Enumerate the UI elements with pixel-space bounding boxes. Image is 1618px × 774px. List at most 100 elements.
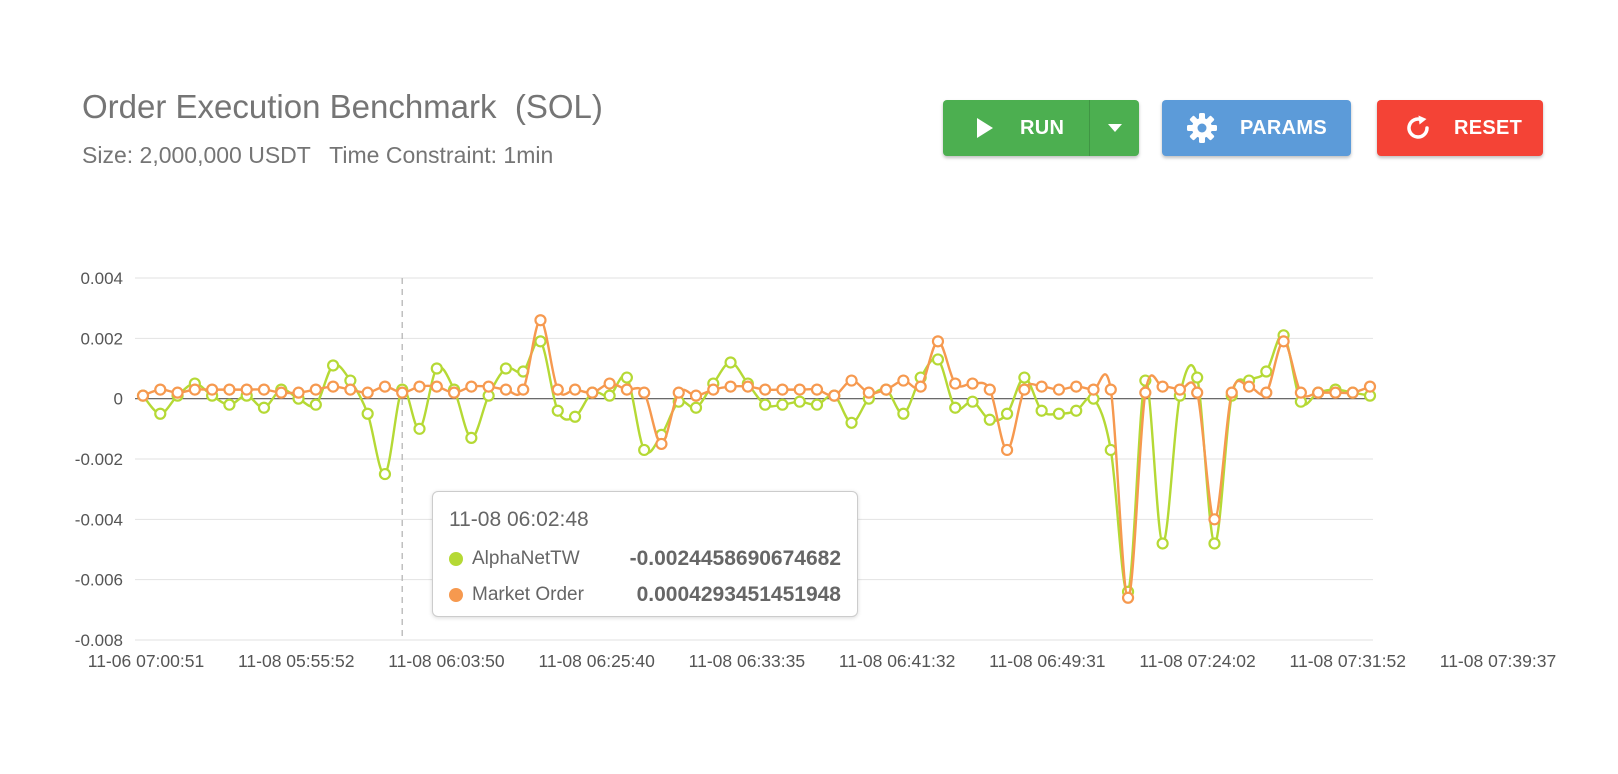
data-point-market-order: [845, 374, 858, 387]
data-point-alphanettw: [551, 404, 564, 417]
y-tick-label: -0.004: [75, 510, 123, 529]
data-point-market-order: [862, 386, 875, 399]
data-point-alphanettw: [1156, 537, 1169, 550]
data-point-alphanettw: [430, 362, 443, 375]
data-point-market-order: [949, 377, 962, 390]
data-point-market-order: [793, 383, 806, 396]
data-point-market-order: [724, 380, 737, 393]
data-point-alphanettw: [689, 401, 703, 414]
data-point-market-order: [136, 389, 150, 402]
data-point-market-order: [620, 383, 633, 396]
data-point-alphanettw: [983, 413, 996, 426]
params-button-label: PARAMS: [1240, 116, 1327, 139]
data-point-market-order: [551, 383, 564, 396]
tooltip-time: 11-08 06:02:48: [449, 508, 589, 531]
data-point-market-order: [447, 386, 461, 399]
page-subtitle: Size: 2,000,000 USDT Time Constraint: 1m…: [82, 142, 554, 168]
data-point-alphanettw: [1104, 443, 1117, 457]
data-point-alphanettw: [931, 353, 945, 366]
data-point-market-order: [586, 386, 599, 399]
data-point-market-order: [534, 314, 547, 327]
data-point-market-order: [465, 380, 478, 393]
data-point-alphanettw: [378, 467, 392, 481]
data-point-market-order: [1294, 386, 1307, 399]
x-tick-label: 11-08 06:03:50: [388, 651, 505, 671]
run-button-divider: [1089, 100, 1090, 156]
chart-tooltip: 11-08 06:02:48 AlphaNetTW -0.00244586906…: [432, 491, 858, 617]
data-point-alphanettw: [1260, 365, 1273, 378]
data-point-market-order: [1139, 386, 1152, 399]
data-point-market-order: [603, 377, 616, 390]
data-point-alphanettw: [620, 371, 633, 384]
data-point-alphanettw: [257, 401, 271, 414]
data-point-alphanettw: [309, 398, 322, 411]
x-tick-label: 11-06 07:00:51: [88, 651, 204, 671]
data-point-alphanettw: [413, 422, 426, 435]
data-point-market-order: [413, 380, 426, 393]
data-point-market-order: [361, 386, 374, 399]
data-point-alphanettw: [1035, 404, 1048, 417]
data-point-alphanettw: [776, 398, 789, 411]
y-tick-label: -0.008: [75, 631, 123, 650]
data-point-alphanettw: [638, 443, 651, 457]
data-point-alphanettw: [897, 407, 910, 420]
data-point-market-order: [1242, 380, 1256, 393]
data-point-alphanettw: [1018, 371, 1031, 384]
run-button-label: RUN: [1020, 116, 1065, 139]
y-tick-label: 0.002: [80, 329, 123, 348]
data-point-alphanettw: [949, 401, 962, 414]
data-point-market-order: [154, 383, 167, 396]
reset-button[interactable]: RESET: [1377, 100, 1543, 156]
data-point-market-order: [1277, 335, 1290, 348]
data-point-alphanettw: [1000, 407, 1014, 420]
data-point-market-order: [897, 374, 910, 387]
tooltip-series-name: Market Order: [472, 584, 584, 605]
data-point-market-order: [810, 383, 824, 396]
data-point-market-order: [1035, 380, 1048, 393]
x-tick-label: 11-08 06:49:31: [989, 651, 1105, 671]
data-point-market-order: [1052, 383, 1066, 396]
data-point-alphanettw: [793, 395, 806, 408]
params-button[interactable]: PARAMS: [1162, 100, 1351, 156]
x-tick-label: 11-08 06:33:35: [689, 651, 805, 671]
data-point-market-order: [931, 335, 945, 348]
x-tick-label: 11-08 07:39:37: [1440, 651, 1556, 671]
data-point-market-order: [223, 383, 236, 396]
data-point-alphanettw: [603, 389, 616, 402]
data-point-market-order: [378, 380, 392, 393]
data-point-market-order: [240, 383, 253, 396]
data-point-market-order: [1018, 383, 1031, 396]
data-point-market-order: [517, 383, 530, 396]
x-tick-label: 11-08 07:31:52: [1290, 651, 1406, 671]
data-point-market-order: [966, 377, 979, 390]
data-point-market-order: [275, 386, 288, 399]
data-point-alphanettw: [534, 335, 547, 348]
data-point-market-order: [1000, 443, 1014, 457]
data-point-market-order: [1260, 386, 1273, 399]
data-point-market-order: [759, 383, 772, 396]
data-point-market-order: [1312, 386, 1325, 399]
data-point-alphanettw: [724, 356, 737, 369]
data-point-alphanettw: [810, 398, 824, 411]
data-point-market-order: [188, 383, 201, 396]
data-point-alphanettw: [1052, 407, 1066, 420]
x-tick-label: 11-08 06:41:32: [839, 651, 955, 671]
data-point-market-order: [1363, 380, 1377, 393]
refresh-icon: [1404, 114, 1432, 142]
data-point-alphanettw: [326, 359, 340, 372]
data-point-market-order: [1329, 386, 1342, 399]
data-point-market-order: [776, 383, 789, 396]
data-point-market-order: [326, 380, 340, 393]
data-point-market-order: [1191, 386, 1204, 399]
data-point-market-order: [655, 437, 668, 451]
data-point-market-order: [309, 383, 322, 396]
run-button[interactable]: RUN: [943, 100, 1089, 156]
run-menu-button[interactable]: [1090, 100, 1139, 156]
data-point-alphanettw: [568, 410, 582, 423]
data-point-market-order: [206, 383, 219, 396]
tooltip-row-alphanettw: AlphaNetTW -0.0024458690674682: [449, 545, 841, 573]
x-tick-label: 11-08 06:25:40: [538, 651, 655, 671]
y-tick-label: 0: [114, 390, 123, 409]
data-point-alphanettw: [1208, 537, 1221, 550]
